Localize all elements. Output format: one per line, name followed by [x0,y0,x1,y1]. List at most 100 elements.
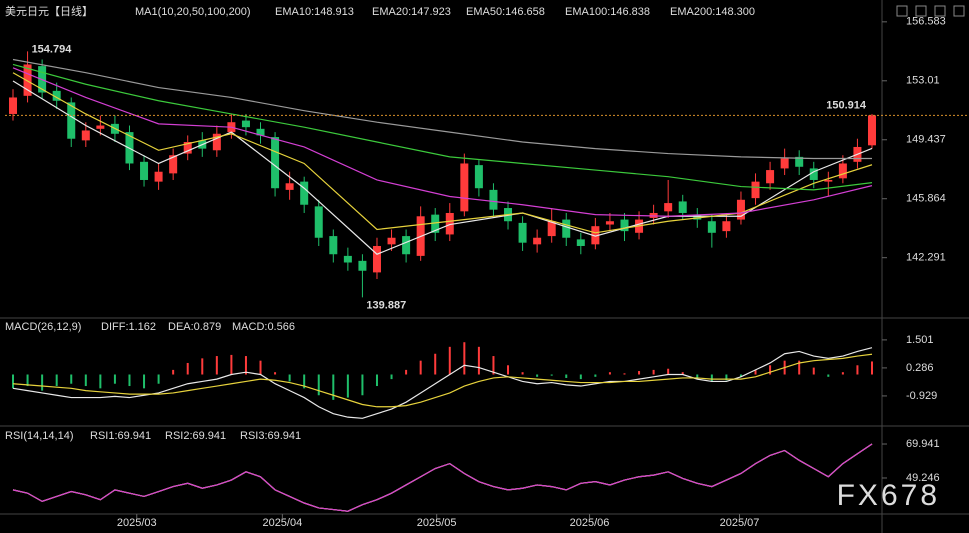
y-tick-label: 153.01 [906,75,940,87]
macd-bar [608,372,611,375]
candle-body [169,155,178,174]
macd-bar [870,361,873,375]
last-price-label: 150.914 [826,99,867,111]
candle-body [314,206,323,238]
candle-body [518,222,527,243]
candle-body [678,201,687,213]
candle-body [285,183,294,190]
candle-body [809,168,818,180]
macd-bar [259,360,262,375]
candle-body [271,137,280,189]
macd-bar [550,374,553,376]
candle-body [838,163,847,179]
macd-bar [448,346,451,375]
candle-body [9,97,18,114]
macd-bar [41,374,44,391]
macd-bar [856,365,859,375]
window-icons[interactable] [896,5,965,17]
legend-entry: EMA50:146.658 [466,6,545,18]
candle-body [489,189,498,210]
y-tick-label: 0.286 [906,362,934,374]
x-tick-label: 2025/03 [117,517,157,529]
macd-bar [419,360,422,375]
x-tick-label: 2025/06 [570,517,610,529]
candle-body [474,165,483,189]
y-tick-label: 49.246 [906,472,940,484]
candle-body [358,260,367,271]
macd-bar [434,353,437,375]
candle-body [23,64,32,96]
candle-body [620,219,629,232]
candle-body [591,226,600,245]
candle-body [722,221,731,232]
candle-body [751,181,760,199]
y-tick-label: 69.941 [906,438,940,450]
macd-bar [26,374,29,387]
legend-entry: RSI2:69.941 [165,430,226,442]
macd-bar [536,374,539,377]
y-tick-label: 156.583 [906,16,946,28]
watermark: FX678 [837,479,940,512]
macd-bar [186,362,189,375]
icon-expand[interactable] [915,5,927,17]
macd-bar [681,372,684,375]
candle-body [605,221,614,225]
macd-bar [70,374,73,384]
macd-bar [623,373,626,375]
macd-bar [230,354,233,375]
macd-bar [798,360,801,375]
icon-close[interactable] [953,5,965,17]
legend-entry: RSI3:69.941 [240,430,301,442]
candle-body [329,236,338,255]
candle-body [547,221,556,237]
macd-bar [375,374,378,387]
high-label: 154.794 [32,43,73,55]
macd-bar [565,374,568,378]
candle-body [867,115,876,146]
macd-bar [827,374,830,377]
macd-bar [390,374,393,380]
panel-title: RSI(14,14,14) [5,430,73,442]
macd-bar [55,374,58,387]
candle-body [693,214,702,220]
macd-bar [201,358,204,375]
x-tick-label: 2025/05 [417,517,457,529]
macd-bar [12,374,15,389]
macd-bar [405,369,408,375]
candle-body [212,133,221,151]
macd-bar [725,374,728,381]
macd-bar [288,374,291,382]
macd-bar [696,374,699,380]
legend-entry: DEA:0.879 [168,321,221,333]
candle-body [576,239,585,246]
macd-bar [667,368,670,375]
macd-bar [157,374,160,384]
macd-bar [84,374,87,387]
icon-restore[interactable] [934,5,946,17]
macd-bar [710,374,713,382]
series-line [12,347,873,419]
y-tick-label: 1.501 [906,334,934,346]
icon-grid[interactable] [896,5,908,17]
series-line [12,58,872,160]
candle-body [664,203,673,212]
macd-bar [579,374,582,380]
candle-body [780,158,789,169]
candle-body [52,90,61,101]
macd-bar [317,374,320,396]
macd-bar [463,342,466,375]
candle-body [460,163,469,212]
series-line [12,80,873,255]
macd-bar [841,372,844,375]
candle-body [372,245,381,273]
macd-bar [244,356,247,375]
macd-bar [303,374,306,389]
legend-entry: RSI1:69.941 [90,430,151,442]
candle-body [300,181,309,205]
macd-bar [99,374,102,389]
candle-body [562,219,571,238]
series-line [12,63,873,191]
macd-bar [477,346,480,375]
